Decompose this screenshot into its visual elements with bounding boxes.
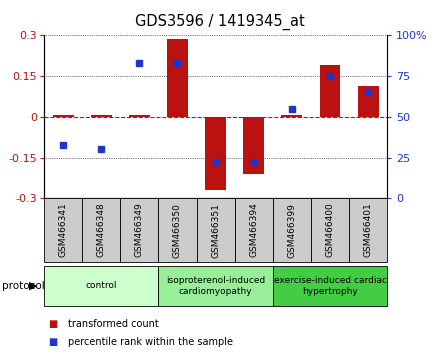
Bar	[158, 198, 197, 262]
Bar	[120, 198, 158, 262]
Text: GSM466350: GSM466350	[173, 202, 182, 258]
Text: isoproterenol-induced
cardiomyopathy: isoproterenol-induced cardiomyopathy	[166, 276, 265, 296]
Bar	[167, 40, 188, 117]
Bar	[158, 266, 273, 306]
Text: exercise-induced cardiac
hypertrophy: exercise-induced cardiac hypertrophy	[274, 276, 386, 296]
Bar	[319, 65, 341, 117]
Text: GSM466348: GSM466348	[97, 203, 106, 257]
Bar	[282, 115, 302, 117]
Text: protocol: protocol	[2, 281, 45, 291]
Text: GSM466351: GSM466351	[211, 202, 220, 258]
Bar	[44, 198, 82, 262]
Text: ■: ■	[48, 337, 58, 347]
Text: transformed count: transformed count	[68, 319, 159, 329]
Bar	[235, 198, 273, 262]
Bar	[358, 86, 378, 117]
Bar	[349, 198, 387, 262]
Text: ▶: ▶	[29, 281, 37, 291]
Text: GSM466400: GSM466400	[326, 203, 334, 257]
Bar	[53, 115, 73, 117]
Text: ■: ■	[48, 319, 58, 329]
Bar	[82, 198, 120, 262]
Text: control: control	[85, 281, 117, 290]
Bar	[44, 266, 158, 306]
Bar	[205, 117, 226, 190]
Text: percentile rank within the sample: percentile rank within the sample	[68, 337, 233, 347]
Text: GDS3596 / 1419345_at: GDS3596 / 1419345_at	[135, 14, 305, 30]
Text: GSM466341: GSM466341	[59, 203, 68, 257]
Text: GSM466349: GSM466349	[135, 203, 144, 257]
Text: GSM466399: GSM466399	[287, 202, 297, 258]
Bar	[243, 117, 264, 174]
Bar	[91, 115, 112, 117]
Bar	[129, 115, 150, 117]
Bar	[311, 198, 349, 262]
Bar	[273, 266, 387, 306]
Text: GSM466401: GSM466401	[363, 203, 373, 257]
Text: GSM466394: GSM466394	[249, 203, 258, 257]
Bar	[197, 198, 235, 262]
Bar	[273, 198, 311, 262]
